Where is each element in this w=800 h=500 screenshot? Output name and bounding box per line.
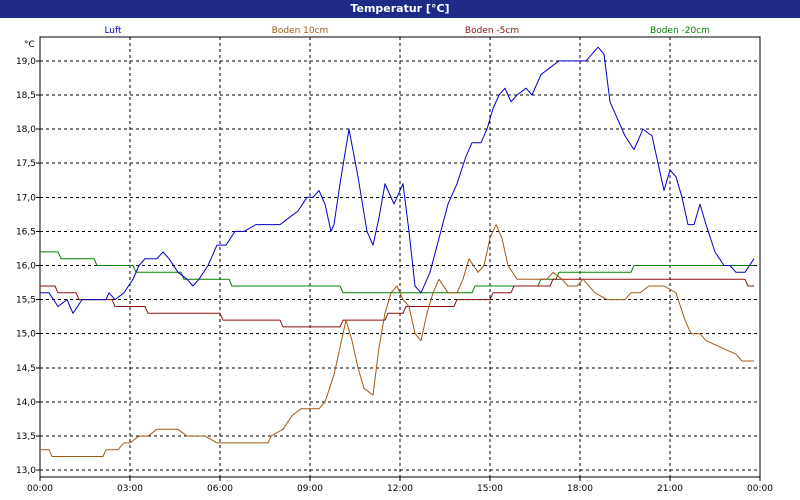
axis-layer: 13,0 13,5 14,0 14,5 15,0 15,5 16,0 16,5 17,0 17,5… — [16, 36, 773, 494]
series-line-boden-10cm — [40, 224, 754, 457]
grid-layer — [40, 37, 760, 477]
y-tick-label: 14,0 — [16, 398, 36, 408]
series-line-luft — [40, 46, 755, 314]
plot-area: °C 13,013,514,014,515,015,516,016,517,01… — [0, 18, 800, 500]
x-tick-time-label: 12:00 — [387, 484, 413, 494]
x-tick-time-label: 18:00 — [567, 484, 593, 494]
x-tick-time-label: 00:00 — [747, 484, 773, 494]
plot-frame — [39, 36, 761, 478]
y-tick-label: 15,5 — [16, 296, 36, 306]
y-tick-label: 13,5 — [16, 432, 36, 442]
y-tick-label: 18,0 — [16, 125, 36, 135]
x-tick-time-label: 09:00 — [297, 484, 323, 494]
x-tick-time-label: 03:00 — [117, 484, 143, 494]
legend-entry: Boden 10cm — [272, 26, 329, 36]
x-tick-time-label: 06:00 — [207, 484, 233, 494]
y-tick-label: 17,5 — [16, 159, 36, 169]
legend-entry: Boden -20cm — [650, 26, 710, 36]
x-tick-time-label: 00:00 — [27, 484, 53, 494]
y-tick-label: 16,0 — [16, 262, 36, 272]
chart-title: Temperatur [°C] — [0, 0, 800, 18]
y-tick-label: 19,0 — [16, 57, 36, 67]
y-tick-label: 16,5 — [16, 227, 36, 237]
x-tick-time-label: 21:00 — [657, 484, 683, 494]
y-tick-label: 17,0 — [16, 193, 36, 203]
y-tick-label: 15,0 — [16, 330, 36, 340]
y-tick-label: 13,0 — [16, 466, 36, 476]
legend-entry: Boden -5cm — [465, 26, 519, 36]
legend: Luft Boden 10cm Boden -5cm Boden -20cm — [104, 26, 710, 36]
y-axis-unit-label: °C — [24, 40, 35, 50]
series-layer — [40, 46, 755, 457]
legend-entry: Luft — [104, 26, 122, 36]
y-tick-label: 18,5 — [16, 91, 36, 101]
x-tick-time-label: 15:00 — [477, 484, 503, 494]
y-tick-label: 14,5 — [16, 364, 36, 374]
